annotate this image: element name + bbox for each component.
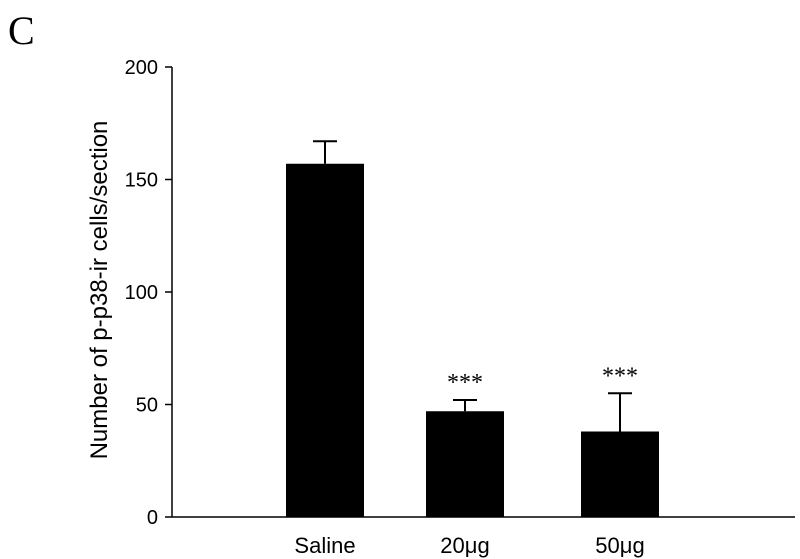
significance-label: *** [447, 370, 483, 396]
x-category-label: 20μg [440, 533, 489, 558]
plot-area: 0 50 100 150 200 Saline *** 20μg *** 50μg [125, 57, 795, 558]
panel-label: C [8, 8, 35, 53]
x-category-label: Saline [294, 533, 355, 558]
y-tick-label: 200 [125, 57, 158, 79]
y-tick-label: 150 [125, 170, 158, 192]
bar [581, 431, 659, 517]
bar [286, 163, 364, 517]
significance-label: *** [602, 363, 638, 389]
y-axis-title: Number of p-p38-ir cells/section [86, 121, 113, 460]
y-tick-label: 50 [136, 395, 158, 417]
x-category-label: 50μg [595, 533, 644, 558]
y-tick-label: 100 [125, 282, 158, 304]
y-tick-label: 0 [147, 507, 158, 529]
bar [426, 411, 504, 517]
